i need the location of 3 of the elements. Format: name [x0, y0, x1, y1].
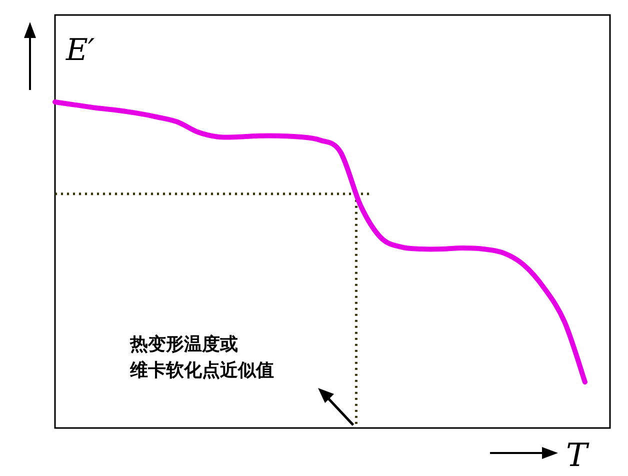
x-axis-title: T [566, 436, 590, 474]
y-axis-title: E′ [65, 33, 95, 68]
annotation: 热变形温度或维卡软化点近似值 [129, 334, 274, 381]
